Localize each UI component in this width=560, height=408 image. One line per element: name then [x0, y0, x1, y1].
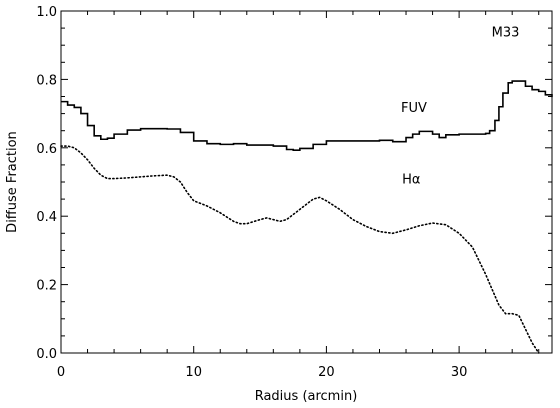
y-tick-label: 0.0: [36, 347, 57, 362]
annotation-label: M33: [492, 26, 520, 41]
annotations: M33 FUV Hα: [401, 26, 519, 188]
y-axis-title: Diffuse Fraction: [5, 131, 20, 233]
x-axis: 0 10 20 30: [57, 11, 540, 380]
y-tick-label: 0.4: [36, 210, 57, 225]
series-layer: [60, 80, 553, 354]
x-tick-label: 30: [451, 365, 468, 380]
y-tick-label: 0.2: [36, 279, 57, 294]
annotation-label: Hα: [402, 173, 420, 188]
x-tick-label: 0: [57, 365, 65, 380]
y-tick-label: 0.6: [36, 142, 57, 157]
halpha-series-line: [60, 145, 540, 354]
y-axis: 0.0 0.2 0.4 0.6 0.8 1.0: [36, 5, 552, 362]
x-tick-label: 20: [318, 365, 335, 380]
y-tick-label: 1.0: [36, 5, 57, 20]
x-tick-label: 10: [185, 365, 202, 380]
fuv-series-line: [61, 80, 553, 151]
plot-frame: [60, 10, 553, 354]
annotation-label: FUV: [401, 101, 427, 116]
x-axis-title: Radius (arcmin): [255, 389, 358, 404]
y-tick-label: 0.8: [36, 73, 57, 88]
